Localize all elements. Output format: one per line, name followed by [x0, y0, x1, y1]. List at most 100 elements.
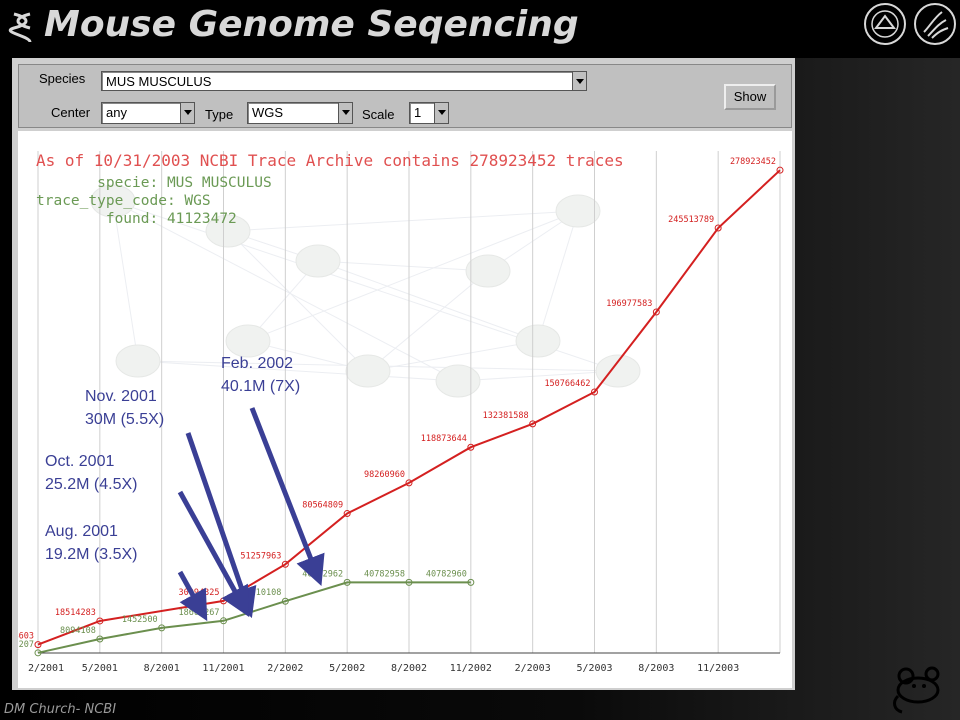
data-label-total: 80564809	[302, 501, 343, 511]
data-point-mouse	[96, 635, 104, 643]
scale-label: Scale	[362, 107, 395, 122]
info-trace-type: trace_type_code: WGS	[36, 193, 211, 209]
data-label-mouse: 1452500	[122, 615, 158, 625]
x-tick-label: 8/2003	[638, 663, 674, 674]
x-tick-label: 5/2003	[576, 663, 612, 674]
scale-select[interactable]: 1	[409, 102, 449, 124]
title-bar: Mouse Genome Seqencing	[0, 0, 960, 58]
query-form: Species MUS MUSCULUS Center any Type WGS…	[18, 64, 792, 128]
annotation-feb-2002: Feb. 2002 40.1M (7X)	[221, 352, 300, 398]
species-value: MUS MUSCULUS	[106, 74, 212, 89]
x-tick-label: 11/2002	[450, 663, 492, 674]
x-tick-label: 11/2001	[202, 663, 244, 674]
data-point-total	[281, 560, 289, 568]
background-graph-node	[465, 254, 511, 288]
data-label-total: 132381588	[483, 411, 529, 421]
scale-value: 1	[414, 105, 422, 120]
chart-area: 2/2001 5/2001 8/2001 11/2001 2/2002 5/2002 8/2…	[18, 131, 792, 688]
data-point-mouse	[343, 578, 351, 586]
center-select[interactable]: any	[101, 102, 195, 124]
background-graph-node	[345, 354, 391, 388]
data-point-total	[467, 443, 475, 451]
background-graph-edge	[317, 260, 489, 272]
background-graph-edge	[112, 200, 139, 362]
annotation-date: Feb. 2002	[221, 355, 294, 372]
arrow-aug-2001	[177, 570, 208, 622]
annotation-aug-2001: Aug. 2001 19.2M (3.5X)	[45, 520, 137, 566]
arrow-oct-2001	[177, 490, 250, 618]
background-graph-node	[115, 344, 161, 378]
data-point-mouse	[158, 624, 166, 632]
data-point-total	[96, 617, 104, 625]
arrow-nov-2001	[185, 432, 257, 619]
show-button[interactable]: Show	[724, 84, 776, 110]
background-graph-node	[90, 184, 136, 218]
type-select[interactable]: WGS	[247, 102, 353, 124]
x-tick-label: 11/2003	[697, 663, 739, 674]
species-select[interactable]: MUS MUSCULUS	[101, 71, 587, 91]
data-label-total: 278923452	[730, 157, 776, 167]
center-label: Center	[51, 105, 91, 120]
background-graph-node	[435, 364, 481, 398]
background-graph-edge	[367, 340, 539, 372]
annotation-value: 25.2M (4.5X)	[45, 476, 138, 493]
data-label-total: 245513789	[668, 215, 714, 225]
x-tick-label: 2/2003	[515, 663, 551, 674]
x-tick-label: 5/2001	[82, 663, 118, 674]
background-graph-node	[555, 194, 601, 228]
data-label-total: 4824603	[18, 632, 34, 642]
data-point-total	[34, 641, 42, 649]
background-graph-node	[205, 214, 251, 248]
arrow-feb-2002	[249, 407, 325, 586]
background-graph-edge	[227, 230, 369, 372]
nih-seal-icon	[864, 3, 906, 45]
background-graph-node	[595, 354, 641, 388]
data-point-total	[652, 308, 660, 316]
data-label-mouse: 40782960	[426, 569, 467, 579]
x-tick-label: 2/2001	[28, 663, 64, 674]
annotation-value: 30M (5.5X)	[85, 411, 165, 428]
background-graph-edge	[317, 260, 539, 342]
hhs-eagle-icon	[914, 3, 956, 45]
data-point-mouse	[467, 578, 475, 586]
info-headline: As of 10/31/2003 NCBI Trace Archive cont…	[36, 151, 624, 170]
annotation-oct-2001: Oct. 2001 25.2M (4.5X)	[45, 450, 137, 496]
background-graph-node	[295, 244, 341, 278]
chevron-down-icon	[338, 103, 352, 123]
background-graph-edge	[227, 210, 579, 232]
footer-credit: DM Church- NCBI	[4, 702, 117, 717]
data-point-mouse	[34, 649, 42, 657]
mouse-icon	[893, 666, 940, 714]
data-point-mouse	[281, 597, 289, 605]
annotation-nov-2001: Nov. 2001 30M (5.5X)	[85, 385, 164, 431]
chevron-down-icon	[572, 72, 586, 90]
background-graph-node	[225, 324, 271, 358]
annotation-date: Nov. 2001	[85, 388, 157, 405]
x-tick-label: 2/2002	[267, 663, 303, 674]
page-title: Mouse Genome Seqencing	[44, 4, 579, 45]
background-graph-edge	[247, 210, 579, 342]
type-value: WGS	[252, 105, 284, 120]
background-graph-edge	[367, 270, 489, 372]
data-point-mouse	[405, 578, 413, 586]
data-label-mouse: 99207	[18, 640, 34, 650]
x-tick-label: 8/2002	[391, 663, 427, 674]
dna-helix-icon	[9, 12, 32, 43]
data-point-total	[591, 388, 598, 396]
data-label-total: 196977583	[606, 299, 652, 309]
background-graph-edge	[537, 210, 579, 342]
data-label-total: 98260960	[364, 470, 405, 480]
chevron-down-icon	[180, 103, 194, 123]
data-label-mouse: 8094108	[60, 626, 96, 636]
species-label: Species	[39, 71, 86, 86]
background-graph-edge	[137, 360, 459, 382]
data-point-total	[714, 224, 722, 232]
info-specie: specie: MUS MUSCULUS	[36, 175, 272, 191]
chevron-down-icon	[434, 103, 448, 123]
data-point-total	[343, 510, 351, 518]
center-value: any	[106, 105, 127, 120]
x-tick-label: 5/2002	[329, 663, 365, 674]
data-label-total: 18514283	[55, 608, 96, 618]
annotation-date: Aug. 2001	[45, 523, 118, 540]
